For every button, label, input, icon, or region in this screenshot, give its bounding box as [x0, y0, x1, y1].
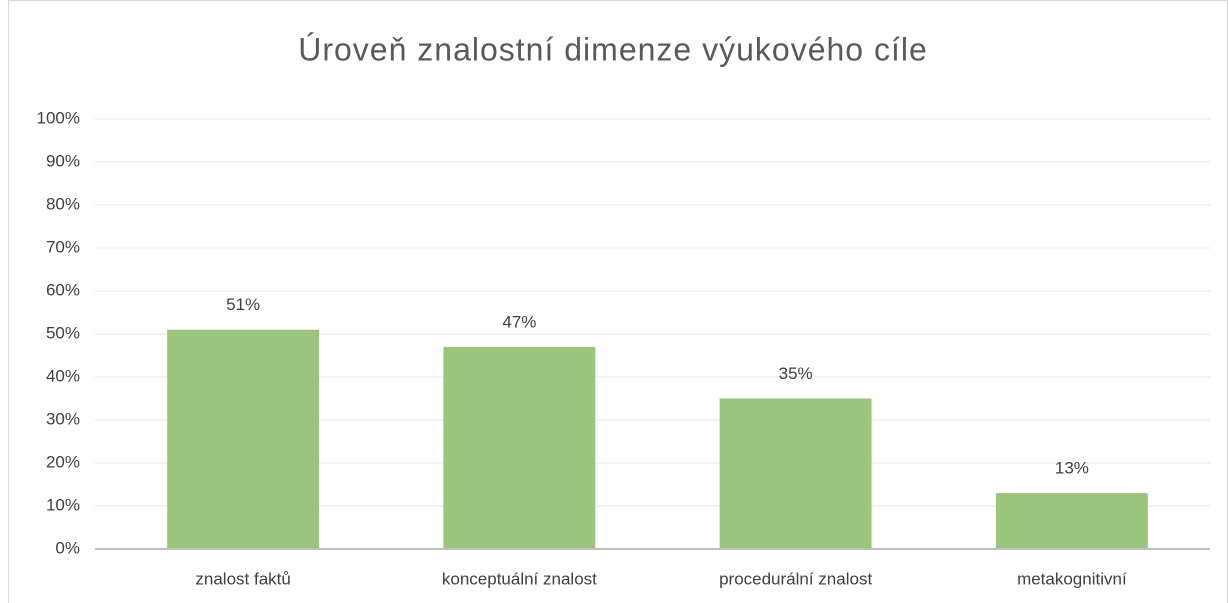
bar — [443, 346, 596, 549]
y-tick-label: 60% — [46, 280, 80, 299]
bar — [719, 398, 872, 549]
x-tick-label: znalost faktů — [195, 569, 290, 588]
y-tick-label: 10% — [46, 495, 80, 514]
data-label: 35% — [779, 364, 813, 383]
y-tick-label: 40% — [46, 366, 80, 385]
x-tick-label: metakognitivní — [1017, 569, 1127, 588]
y-tick-label: 100% — [37, 108, 80, 127]
y-tick-label: 30% — [46, 409, 80, 428]
y-tick-label: 0% — [55, 538, 80, 557]
y-tick-label: 80% — [46, 194, 80, 213]
data-label: 51% — [226, 295, 260, 314]
bar — [995, 493, 1148, 549]
bar — [167, 329, 320, 549]
chart-title: Úroveň znalostní dimenze výukového cíle — [298, 31, 928, 67]
y-tick-label: 70% — [46, 237, 80, 256]
x-tick-label: konceptuální znalost — [442, 569, 597, 588]
x-tick-label: procedurální znalost — [719, 569, 872, 588]
data-label: 47% — [502, 312, 536, 331]
y-tick-label: 90% — [46, 151, 80, 170]
y-tick-label: 50% — [46, 323, 80, 342]
y-tick-label: 20% — [46, 452, 80, 471]
data-label: 13% — [1055, 459, 1089, 478]
